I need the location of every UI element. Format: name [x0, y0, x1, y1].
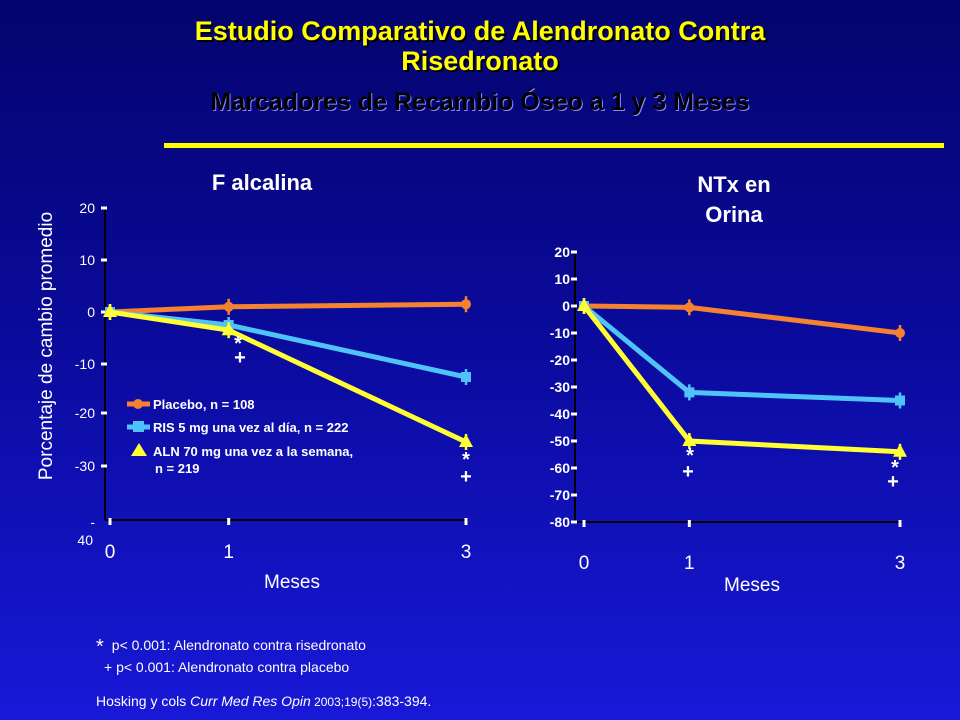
- chart2-series-aln-point: [682, 433, 697, 446]
- chart2-title-line2: Orina: [705, 202, 763, 227]
- chart2-y-tick-label: -20: [550, 352, 570, 368]
- chart2-series-aln-point: [577, 298, 591, 311]
- page-title: Estudio Comparativo de Alendronato Contr…: [0, 16, 960, 76]
- chart2-series-ris-line: [582, 304, 901, 403]
- chart2-annotation: +: [682, 461, 694, 483]
- chart1-series-placebo-point: [461, 299, 471, 310]
- legend-aln-label-line2: n = 219: [155, 461, 199, 476]
- chart2-y-tick-label: -30: [550, 379, 570, 395]
- page-subtitle: Marcadores de Recambio Óseo a 1 y 3 Mese…: [210, 88, 750, 116]
- chart2-x-tick-label: 1: [684, 553, 695, 574]
- chart1-x-tick-label: 3: [461, 542, 472, 563]
- chart2-series-aln-point: [893, 443, 907, 457]
- chart2-annotation: +: [887, 471, 899, 493]
- chart2-series-placebo-point: [684, 302, 695, 313]
- chart1-series-placebo-point: [223, 301, 234, 312]
- chart2-x-label: Meses: [724, 575, 780, 596]
- chart1-x-label: Meses: [264, 572, 320, 593]
- chart2-annotation: *: [891, 457, 899, 479]
- legend-ris-label: RIS 5 mg una vez al día, n = 222: [153, 420, 348, 435]
- chart2-title-line1: NTx en: [697, 172, 770, 197]
- chart1-x-tick-label: 1: [223, 542, 234, 563]
- chart2-y-tick-label: 10: [554, 271, 570, 287]
- chart1-series-ris-point: [461, 372, 471, 382]
- chart2-series-ris-point: [895, 395, 905, 406]
- chart2-y-tick-label: -40: [550, 406, 570, 422]
- title-line-2: Risedronato: [401, 46, 559, 76]
- chart2-y-tick-label: -70: [550, 487, 570, 503]
- chart1-y-tick-label: 40: [77, 532, 93, 548]
- title-line-1: Estudio Comparativo de Alendronato Contr…: [194, 16, 766, 46]
- chart1-series-placebo-line: [109, 301, 467, 315]
- chart2-y-tick-label: 20: [554, 244, 570, 260]
- chart1-y-tick-label: 20: [79, 200, 95, 216]
- chart1-series-aln-point: [103, 304, 117, 317]
- citation-pages: :383-394.: [372, 693, 432, 709]
- legend-ris-marker: [133, 421, 144, 432]
- chart2-x-tick-label: 3: [895, 553, 906, 574]
- legend-aln-marker: [131, 443, 147, 456]
- citation-year: 2003;19(5): [310, 695, 373, 709]
- chart1-annotation: +: [234, 347, 246, 369]
- chart2-x-tick-label: 0: [579, 553, 590, 574]
- chart1-y-tick-label: -10: [75, 356, 95, 372]
- legend-placebo-label: Placebo, n = 108: [153, 397, 255, 412]
- chart1-x-tick-label: 0: [105, 542, 116, 563]
- chart1-y-tick-label: 0: [87, 304, 95, 320]
- chart2-y-tick-label: 0: [562, 298, 570, 314]
- chart2-series-ris-point: [684, 387, 695, 398]
- chart1-annotation: *: [462, 449, 470, 471]
- chart1-y-tick-label: -30: [75, 458, 95, 474]
- footnote-star: * p< 0.001: Alendronato contra risedronat…: [96, 636, 366, 659]
- citation-authors: Hosking y cols: [96, 693, 191, 709]
- title-divider: [164, 143, 944, 148]
- citation-journal: Curr Med Res Opin: [190, 693, 311, 709]
- footnote-star-text: p< 0.001: Alendronato contra risedronato: [111, 637, 366, 653]
- legend-placebo-marker: [133, 399, 143, 409]
- chart2-series-placebo-point: [895, 328, 905, 338]
- chart2-y-tick-label: -60: [550, 460, 570, 476]
- chart1-y-tick-label: -20: [75, 405, 95, 421]
- chart1-series-aln-point: [221, 322, 236, 336]
- y-axis-label: Porcentaje de cambio promedio: [36, 212, 57, 480]
- chart2-y-tick-label: -10: [550, 325, 570, 341]
- footnote-star-symbol: *: [96, 636, 104, 658]
- chart1-y-tick-label: 10: [79, 252, 95, 268]
- chart2-y-tick-label: -80: [550, 514, 570, 530]
- chart1-annotation: *: [234, 333, 242, 355]
- footnote-plus: + p< 0.001: Alendronato contra placebo: [104, 659, 350, 675]
- chart1-title: F alcalina: [212, 170, 313, 195]
- citation: Hosking y cols Curr Med Res Opin 2003;19…: [96, 693, 431, 709]
- chart1-y-tick-label: -: [90, 514, 95, 530]
- chart1-series-aln-point: [459, 434, 473, 447]
- chart2-y-tick-label: -50: [550, 433, 570, 449]
- chart2-series-placebo-line: [583, 303, 901, 336]
- chart1-annotation: +: [460, 466, 472, 488]
- chart2-annotation: *: [686, 445, 694, 467]
- legend-aln-label: ALN 70 mg una vez a la semana,: [153, 444, 353, 459]
